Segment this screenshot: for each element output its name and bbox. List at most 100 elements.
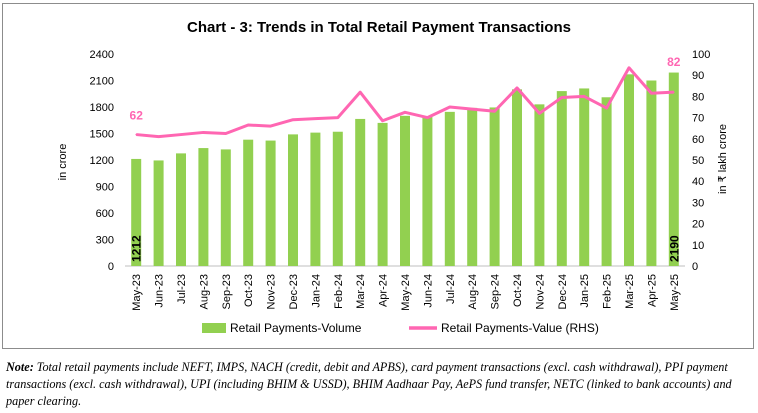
- y-tick-label: 1200: [90, 155, 114, 167]
- y-tick-label: 1800: [90, 102, 114, 114]
- y2-tick-label: 0: [692, 261, 698, 273]
- x-tick-label: Jun-24: [422, 274, 434, 308]
- point-Aug-24: [471, 108, 474, 110]
- note-text: Total retail payments include NEFT, IMPS…: [6, 360, 732, 408]
- y-tick-label: 2100: [90, 76, 114, 88]
- x-tick-label: Sep-24: [490, 274, 502, 309]
- x-tick-label: May-23: [131, 274, 143, 311]
- x-tick-label: Oct-23: [243, 274, 255, 307]
- y2-tick-label: 60: [692, 134, 704, 146]
- bar-Aug-24: [467, 107, 478, 266]
- y-axis-label: in crore: [57, 144, 69, 181]
- x-tick-label: Dec-23: [288, 274, 300, 309]
- x-tick-label: Jul-23: [176, 274, 188, 304]
- bar-Feb-24: [332, 131, 343, 266]
- point-Sep-23: [225, 132, 227, 135]
- point-Dec-24: [561, 96, 563, 99]
- y-tick-label: 600: [96, 208, 114, 220]
- point-Feb-25: [605, 107, 608, 109]
- x-tick-label: Apr-24: [378, 274, 390, 307]
- legend: Retail Payments-Volume Retail Payments-V…: [202, 321, 599, 335]
- y2-tick-label: 40: [692, 176, 704, 188]
- bar-Sep-23: [220, 149, 231, 266]
- bar-Oct-24: [512, 89, 522, 266]
- bar-Oct-23: [243, 139, 254, 266]
- x-tick-label: Mar-24: [355, 274, 367, 309]
- bar-Mar-24: [355, 118, 366, 267]
- x-tick-label: May-24: [400, 274, 412, 311]
- bar-May-25: [668, 72, 679, 266]
- footnote: Note: Total retail payments include NEFT…: [6, 359, 754, 410]
- x-tick-label: Feb-24: [333, 274, 345, 309]
- point-Jan-25: [583, 95, 585, 98]
- y2-tick-label: 30: [692, 197, 704, 209]
- x-tick-label: Mar-25: [624, 274, 636, 309]
- x-tick-label: May-25: [669, 274, 681, 311]
- y2-tick-label: 90: [692, 70, 704, 82]
- y2-tick-label: 100: [692, 49, 710, 61]
- y2-axis-ticks: 0 10 20 30 40 50 60 70 80 90 100: [692, 49, 710, 273]
- point-Mar-25: [628, 66, 630, 69]
- bar-Aug-23: [198, 148, 209, 266]
- bar-Feb-25: [601, 97, 612, 266]
- point-Sep-24: [493, 110, 496, 113]
- y2-tick-label: 70: [692, 113, 704, 125]
- data-labels: 1212 2190 62 82: [130, 55, 682, 262]
- y-tick-label: 1500: [90, 129, 114, 141]
- point-Jan-24: [314, 117, 317, 120]
- bar-Jun-24: [422, 116, 433, 266]
- point-Apr-25: [650, 92, 653, 95]
- chart-title: Chart - 3: Trends in Total Retail Paymen…: [187, 19, 571, 36]
- bar-Mar-25: [624, 74, 634, 266]
- point-May-24: [404, 111, 406, 114]
- bar-Apr-25: [646, 80, 657, 266]
- y-tick-label: 300: [96, 235, 114, 247]
- data-label-last-line: 82: [667, 55, 681, 69]
- line-series: [135, 66, 675, 139]
- bar-Jul-24: [444, 111, 455, 266]
- x-tick-label: Apr-25: [646, 274, 658, 307]
- bar-Dec-23: [288, 134, 298, 266]
- x-tick-label: Feb-25: [602, 274, 614, 309]
- x-tick-label: Aug-24: [467, 274, 479, 309]
- legend-label-volume: Retail Payments-Volume: [230, 321, 362, 335]
- bar-Sep-24: [489, 107, 500, 266]
- legend-label-value: Retail Payments-Value (RHS): [441, 321, 599, 335]
- point-May-25: [673, 91, 675, 93]
- bar-May-23: [131, 158, 142, 266]
- y-tick-label: 0: [108, 261, 114, 273]
- point-Nov-24: [538, 112, 541, 115]
- note-label: Note:: [6, 360, 34, 374]
- y2-tick-label: 80: [692, 91, 704, 103]
- bar-Dec-24: [556, 91, 567, 266]
- x-tick-label: Jun-23: [154, 274, 166, 308]
- y2-axis-label: in ₹ lakh crore: [717, 124, 729, 194]
- bar-Jan-25: [579, 88, 590, 266]
- point-Jul-23: [180, 133, 182, 136]
- point-May-23: [135, 133, 137, 136]
- point-Jun-23: [157, 135, 160, 138]
- x-axis-ticks: May-23 Jun-23 Jul-23 Aug-23 Sep-23 Oct-23 Nov-…: [131, 274, 681, 311]
- point-Oct-24: [516, 87, 518, 89]
- y-axis-ticks: 0 300 600 900 1200 1500 1800 2100 2400: [90, 49, 114, 273]
- x-tick-label: Jul-24: [445, 274, 457, 304]
- x-tick-label: Aug-23: [198, 274, 210, 309]
- bar-Jun-23: [153, 160, 164, 266]
- point-Dec-23: [292, 118, 294, 121]
- x-tick-label: Nov-24: [534, 274, 546, 309]
- y2-tick-label: 10: [692, 240, 704, 252]
- point-Jun-24: [426, 116, 429, 119]
- legend-swatch-volume: [202, 323, 226, 333]
- bar-Jul-23: [176, 153, 186, 267]
- point-Apr-24: [381, 119, 384, 122]
- x-tick-label: Sep-23: [221, 274, 233, 309]
- chart-container: Chart - 3: Trends in Total Retail Paymen…: [2, 3, 754, 349]
- x-tick-label: Jan-24: [310, 274, 322, 308]
- x-tick-label: Dec-24: [557, 274, 569, 309]
- y2-tick-label: 20: [692, 219, 704, 231]
- bar-May-24: [400, 115, 410, 266]
- y2-tick-label: 50: [692, 155, 704, 167]
- data-label-first-line: 62: [130, 109, 144, 123]
- y-tick-label: 2400: [90, 49, 114, 61]
- y-tick-label: 900: [96, 182, 114, 194]
